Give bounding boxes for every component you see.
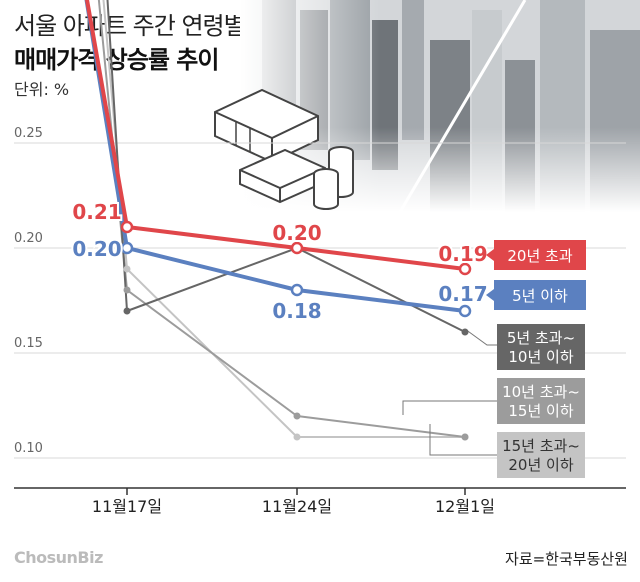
legend-label: 15년 초과~ bbox=[502, 437, 580, 455]
data-labels: 0.21 0.20 0.19 0.20 0.18 0.17 bbox=[70, 198, 489, 325]
data-points bbox=[120, 220, 472, 441]
data-point bbox=[120, 241, 134, 255]
data-point bbox=[123, 265, 131, 273]
legend-pointer bbox=[486, 249, 494, 261]
y-axis: 0.25 0.20 0.15 0.10 bbox=[14, 126, 43, 456]
x-tick-label: 11월17일 bbox=[92, 497, 162, 516]
data-label: 0.17 bbox=[438, 282, 487, 306]
legend-box bbox=[497, 432, 585, 478]
legend-label: 20년 초과 bbox=[507, 247, 572, 265]
x-axis: 11월17일 11월24일 12월1일 bbox=[14, 487, 626, 516]
series-legend: 20년 초과 5년 이하 5년 초과~10년 이하 10년 초과~15년 이하 15년 … bbox=[486, 240, 586, 478]
legend-label: 10년 초과~ bbox=[502, 383, 580, 401]
legend-connector bbox=[464, 328, 497, 346]
chart-title-line1: 서울 아파트 주간 연령별 bbox=[14, 12, 246, 40]
data-point bbox=[123, 286, 131, 294]
data-label: 0.20 bbox=[72, 237, 121, 261]
data-point bbox=[120, 220, 134, 234]
data-point bbox=[458, 262, 472, 276]
data-point bbox=[123, 307, 131, 315]
legend-box bbox=[494, 240, 586, 270]
legend-label: 10년 이하 bbox=[508, 348, 573, 366]
data-point bbox=[458, 304, 472, 318]
chart-title-line2: 매매가격 상승률 추이 bbox=[14, 46, 219, 74]
data-point bbox=[290, 283, 304, 297]
legend-label: 20년 이하 bbox=[508, 456, 573, 474]
series-lines bbox=[84, 0, 466, 438]
data-point bbox=[461, 328, 469, 336]
data-label: 0.20 bbox=[272, 221, 321, 245]
legend-connector bbox=[402, 400, 497, 415]
data-point bbox=[461, 433, 469, 441]
data-label: 0.19 bbox=[438, 242, 487, 266]
y-tick-label: 0.25 bbox=[14, 126, 43, 141]
legend-box bbox=[497, 378, 585, 424]
series-line bbox=[85, 0, 466, 271]
x-tick-label: 11월24일 bbox=[262, 497, 332, 516]
legend-connector bbox=[429, 424, 497, 456]
data-label: 0.18 bbox=[272, 299, 321, 323]
legend-label: 5년 초과~ bbox=[507, 329, 575, 347]
y-tick-label: 0.20 bbox=[14, 231, 43, 246]
y-tick-label: 0.15 bbox=[14, 336, 43, 351]
y-tick-label: 0.10 bbox=[14, 441, 43, 456]
unit-label: 단위: % bbox=[14, 80, 70, 99]
data-label: 0.21 bbox=[72, 200, 121, 224]
series-line bbox=[106, 0, 466, 333]
x-tick-label: 12월1일 bbox=[435, 497, 495, 516]
legend-connectors bbox=[402, 328, 497, 456]
data-point bbox=[293, 412, 301, 420]
data-point bbox=[290, 241, 304, 255]
data-point bbox=[293, 433, 301, 441]
building-coins-icon bbox=[214, 88, 354, 210]
legend-pointer bbox=[486, 289, 494, 301]
chosunbiz-logo: ChosunBiz bbox=[14, 548, 103, 567]
source-note: 자료=한국부동산원 bbox=[505, 550, 628, 568]
legend-label: 5년 이하 bbox=[512, 287, 568, 305]
legend-box bbox=[497, 324, 585, 370]
legend-label: 15년 이하 bbox=[508, 402, 573, 420]
legend-box bbox=[494, 280, 586, 310]
